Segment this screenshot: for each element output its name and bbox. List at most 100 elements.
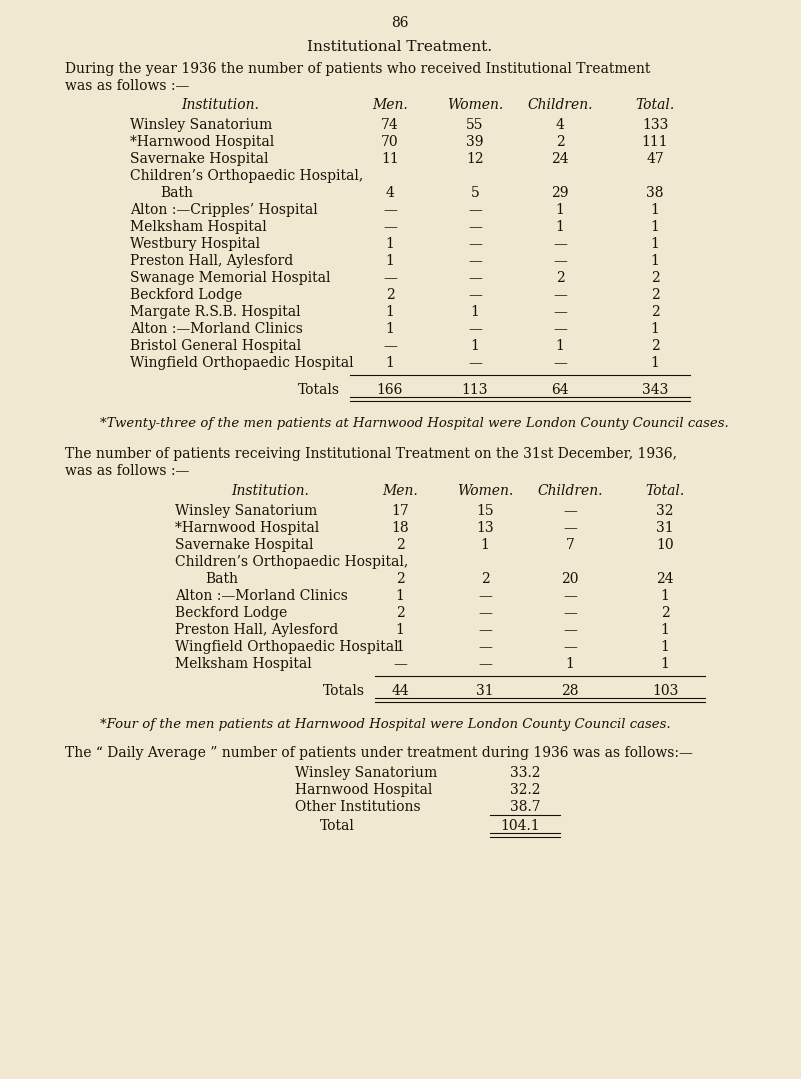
- Text: 13: 13: [476, 521, 493, 535]
- Text: —: —: [393, 657, 407, 671]
- Text: 1: 1: [566, 657, 574, 671]
- Text: —: —: [563, 504, 577, 518]
- Text: Children.: Children.: [527, 98, 593, 112]
- Text: 1: 1: [556, 220, 565, 234]
- Text: The number of patients receiving Institutional Treatment on the 31st December, 1: The number of patients receiving Institu…: [65, 447, 677, 461]
- Text: The “ Daily Average ” number of patients under treatment during 1936 was as foll: The “ Daily Average ” number of patients…: [65, 746, 693, 760]
- Text: Wingfield Orthopaedic Hospital: Wingfield Orthopaedic Hospital: [130, 356, 353, 370]
- Text: 2: 2: [385, 288, 394, 302]
- Text: 1: 1: [385, 305, 394, 319]
- Text: Women.: Women.: [447, 98, 503, 112]
- Text: 104.1: 104.1: [500, 819, 540, 833]
- Text: Bath: Bath: [205, 572, 238, 586]
- Text: —: —: [478, 623, 492, 637]
- Text: —: —: [468, 237, 482, 251]
- Text: Preston Hall, Aylesford: Preston Hall, Aylesford: [130, 254, 293, 268]
- Text: —: —: [553, 356, 567, 370]
- Text: Alton :—Morland Clinics: Alton :—Morland Clinics: [175, 589, 348, 603]
- Text: Women.: Women.: [457, 484, 513, 498]
- Text: 24: 24: [551, 152, 569, 166]
- Text: Other Institutions: Other Institutions: [295, 800, 421, 814]
- Text: Total: Total: [320, 819, 355, 833]
- Text: 1: 1: [556, 339, 565, 353]
- Text: 1: 1: [385, 254, 394, 268]
- Text: —: —: [468, 288, 482, 302]
- Text: Beckford Lodge: Beckford Lodge: [130, 288, 242, 302]
- Text: 20: 20: [562, 572, 579, 586]
- Text: 38.7: 38.7: [510, 800, 541, 814]
- Text: 1: 1: [556, 203, 565, 217]
- Text: —: —: [468, 356, 482, 370]
- Text: 1: 1: [650, 356, 659, 370]
- Text: 12: 12: [466, 152, 484, 166]
- Text: —: —: [468, 254, 482, 268]
- Text: Totals: Totals: [298, 383, 340, 397]
- Text: 70: 70: [381, 135, 399, 149]
- Text: was as follows :—: was as follows :—: [65, 79, 189, 93]
- Text: 74: 74: [381, 118, 399, 132]
- Text: 4: 4: [556, 118, 565, 132]
- Text: Savernake Hospital: Savernake Hospital: [175, 538, 313, 552]
- Text: 343: 343: [642, 383, 668, 397]
- Text: 166: 166: [376, 383, 403, 397]
- Text: 1: 1: [650, 237, 659, 251]
- Text: Alton :—Cripples’ Hospital: Alton :—Cripples’ Hospital: [130, 203, 318, 217]
- Text: Margate R.S.B. Hospital: Margate R.S.B. Hospital: [130, 305, 300, 319]
- Text: 32.2: 32.2: [510, 783, 541, 797]
- Text: Westbury Hospital: Westbury Hospital: [130, 237, 260, 251]
- Text: 1: 1: [650, 254, 659, 268]
- Text: Harnwood Hospital: Harnwood Hospital: [295, 783, 433, 797]
- Text: 2: 2: [650, 305, 659, 319]
- Text: 1: 1: [661, 657, 670, 671]
- Text: 113: 113: [461, 383, 489, 397]
- Text: 4: 4: [385, 186, 394, 200]
- Text: 1: 1: [470, 305, 480, 319]
- Text: —: —: [553, 322, 567, 336]
- Text: was as follows :—: was as follows :—: [65, 464, 189, 478]
- Text: Melksham Hospital: Melksham Hospital: [175, 657, 312, 671]
- Text: 55: 55: [466, 118, 484, 132]
- Text: —: —: [468, 271, 482, 285]
- Text: 31: 31: [656, 521, 674, 535]
- Text: 111: 111: [642, 135, 668, 149]
- Text: 28: 28: [562, 684, 579, 698]
- Text: —: —: [383, 339, 397, 353]
- Text: —: —: [553, 254, 567, 268]
- Text: —: —: [563, 606, 577, 620]
- Text: 1: 1: [385, 356, 394, 370]
- Text: —: —: [468, 220, 482, 234]
- Text: Men.: Men.: [372, 98, 408, 112]
- Text: Wingfield Orthopaedic Hospital: Wingfield Orthopaedic Hospital: [175, 640, 399, 654]
- Text: 2: 2: [650, 339, 659, 353]
- Text: 29: 29: [551, 186, 569, 200]
- Text: —: —: [478, 589, 492, 603]
- Text: Children’s Orthopaedic Hospital,: Children’s Orthopaedic Hospital,: [175, 555, 409, 569]
- Text: 1: 1: [661, 589, 670, 603]
- Text: 39: 39: [466, 135, 484, 149]
- Text: —: —: [563, 640, 577, 654]
- Text: Total.: Total.: [646, 484, 685, 498]
- Text: 7: 7: [566, 538, 574, 552]
- Text: —: —: [553, 237, 567, 251]
- Text: Winsley Sanatorium: Winsley Sanatorium: [295, 766, 437, 780]
- Text: Melksham Hospital: Melksham Hospital: [130, 220, 267, 234]
- Text: 2: 2: [556, 271, 565, 285]
- Text: 1: 1: [481, 538, 489, 552]
- Text: —: —: [553, 305, 567, 319]
- Text: Institution.: Institution.: [181, 98, 259, 112]
- Text: 1: 1: [650, 203, 659, 217]
- Text: 2: 2: [481, 572, 489, 586]
- Text: —: —: [563, 521, 577, 535]
- Text: 86: 86: [391, 16, 409, 30]
- Text: Swanage Memorial Hospital: Swanage Memorial Hospital: [130, 271, 331, 285]
- Text: 10: 10: [656, 538, 674, 552]
- Text: Totals: Totals: [323, 684, 365, 698]
- Text: 38: 38: [646, 186, 664, 200]
- Text: Alton :—Morland Clinics: Alton :—Morland Clinics: [130, 322, 303, 336]
- Text: 17: 17: [391, 504, 409, 518]
- Text: 1: 1: [385, 322, 394, 336]
- Text: 15: 15: [476, 504, 493, 518]
- Text: —: —: [563, 589, 577, 603]
- Text: 5: 5: [471, 186, 479, 200]
- Text: Institutional Treatment.: Institutional Treatment.: [308, 40, 493, 54]
